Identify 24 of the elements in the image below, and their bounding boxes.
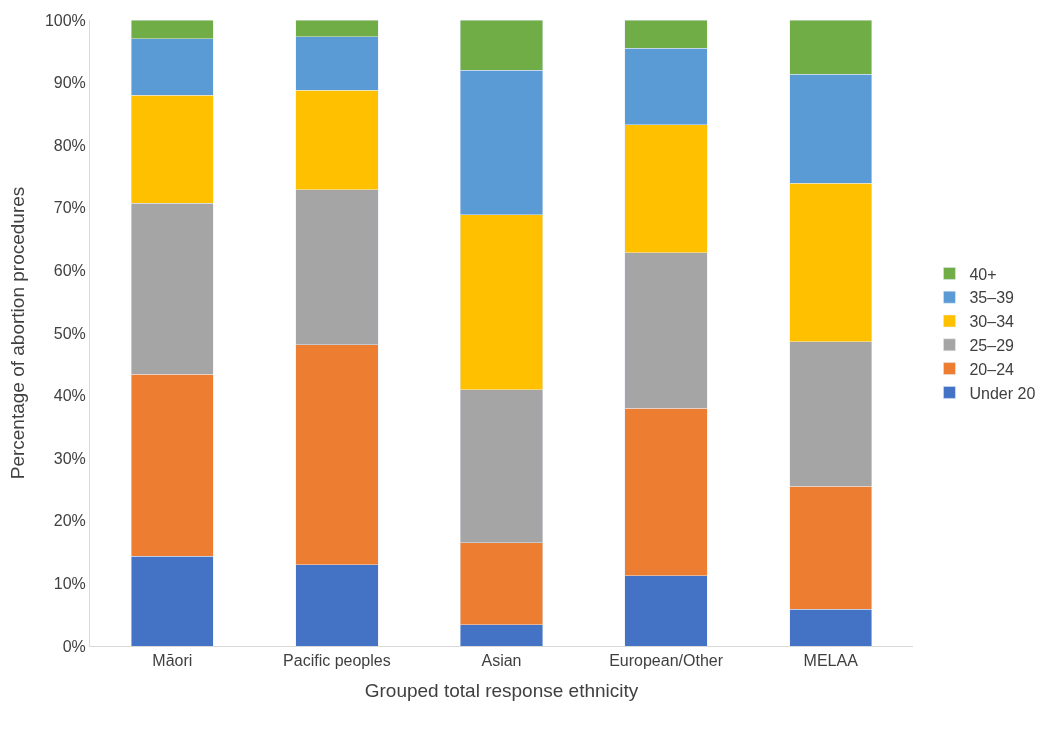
y-axis-title: Percentage of abortion procedures <box>6 186 28 480</box>
x-tick-label: MELAA <box>803 652 859 670</box>
y-tick-label: 80% <box>53 136 86 154</box>
y-tick-label: 50% <box>53 324 86 342</box>
legend-label: 30–34 <box>969 313 1015 331</box>
x-tick-label: Pacific peoples <box>283 652 391 670</box>
y-tick-label: 70% <box>53 199 86 217</box>
x-axis-title: Grouped total response ethnicity <box>364 680 639 701</box>
y-tick-label: 0% <box>62 637 86 655</box>
legend-label: 35–39 <box>969 289 1015 307</box>
x-tick-label: Māori <box>152 652 193 670</box>
y-tick-label: 90% <box>53 74 86 92</box>
x-tick-label: Asian <box>481 652 522 670</box>
y-tick-label: 40% <box>53 387 86 405</box>
y-tick-label: 30% <box>53 449 86 467</box>
legend-label: 25–29 <box>969 337 1015 355</box>
legend-label: Under 20 <box>969 384 1036 402</box>
y-tick-label: 20% <box>53 512 86 530</box>
y-tick-label: 10% <box>53 575 86 592</box>
legend-label: 40+ <box>969 265 997 283</box>
y-tick-label: 60% <box>53 262 86 279</box>
y-tick-label: 100% <box>44 11 86 29</box>
legend-label: 20–24 <box>969 360 1015 378</box>
x-tick-label: European/Other <box>609 652 724 670</box>
